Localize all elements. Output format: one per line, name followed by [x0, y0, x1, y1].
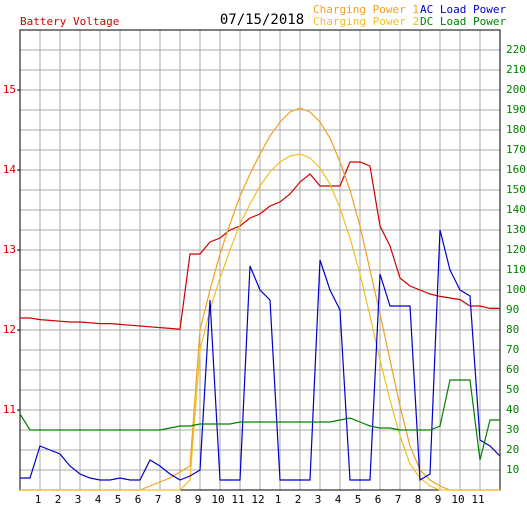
- series-line: [19, 379, 500, 461]
- y2-tick-label: 140: [506, 203, 526, 216]
- y-tick-label: 14: [3, 163, 17, 176]
- y-tick-label: 15: [3, 83, 16, 96]
- x-tick-label: 6: [135, 493, 142, 506]
- y2-tick-label: 100: [506, 283, 526, 296]
- plot-frame: [19, 29, 501, 491]
- y2-tick-label: 130: [506, 223, 526, 236]
- legend-entry: Charging Power 1: [313, 3, 419, 16]
- x-tick-label: 3: [315, 493, 322, 506]
- x-tick-label: 9: [195, 493, 202, 506]
- x-tick-label: 2: [295, 493, 302, 506]
- y2-tick-label: 40: [506, 403, 519, 416]
- x-tick-label: 11: [231, 493, 244, 506]
- x-tick-label: 12: [251, 493, 264, 506]
- x-tick-label: 2: [55, 493, 62, 506]
- x-tick-label: 1: [35, 493, 42, 506]
- x-tick-label: 10: [451, 493, 464, 506]
- legend-entry: DC Load Power: [420, 15, 506, 28]
- y2-tick-label: 210: [506, 63, 526, 76]
- x-tick-label: 4: [95, 493, 102, 506]
- y2-tick-label: 50: [506, 383, 519, 396]
- series-line: [20, 229, 501, 482]
- legend-entry: Charging Power 2: [313, 15, 419, 28]
- y-axis-label: Battery Voltage: [20, 15, 119, 28]
- y2-tick-label: 70: [506, 343, 519, 356]
- x-tick-label: 8: [415, 493, 422, 506]
- y2-tick-label: 220: [506, 43, 526, 56]
- x-tick-label: 9: [435, 493, 442, 506]
- chart-title: 07/15/2018: [220, 12, 304, 28]
- y2-tick-label: 180: [506, 123, 526, 136]
- series-line: [20, 161, 500, 330]
- y2-tick-label: 200: [506, 83, 526, 96]
- x-tick-label: 1: [275, 493, 282, 506]
- y2-tick-label: 170: [506, 143, 526, 156]
- y2-tick-label: 160: [506, 163, 526, 176]
- x-tick-label: 5: [115, 493, 122, 506]
- y-tick-label: 11: [3, 403, 16, 416]
- y-tick-label: 13: [3, 243, 16, 256]
- x-tick-label: 5: [355, 493, 362, 506]
- y2-tick-label: 90: [506, 303, 519, 316]
- y-tick-label: 12: [3, 323, 16, 336]
- x-tick-label: 7: [395, 493, 402, 506]
- y2-tick-label: 80: [506, 323, 519, 336]
- x-tick-label: 3: [75, 493, 82, 506]
- y2-tick-label: 30: [506, 423, 519, 436]
- x-tick-label: 11: [471, 493, 484, 506]
- y2-tick-label: 150: [506, 183, 526, 196]
- x-tick-label: 4: [335, 493, 342, 506]
- y2-tick-label: 60: [506, 363, 519, 376]
- y2-tick-label: 20: [506, 443, 519, 456]
- x-tick-label: 6: [375, 493, 382, 506]
- y2-tick-label: 120: [506, 243, 526, 256]
- y2-tick-label: 10: [506, 463, 519, 476]
- y2-tick-label: 110: [506, 263, 526, 276]
- y2-tick-label: 190: [506, 103, 526, 116]
- legend-entry: AC Load Power: [420, 3, 506, 16]
- x-tick-label: 10: [211, 493, 224, 506]
- x-tick-label: 7: [155, 493, 162, 506]
- x-tick-label: 8: [175, 493, 182, 506]
